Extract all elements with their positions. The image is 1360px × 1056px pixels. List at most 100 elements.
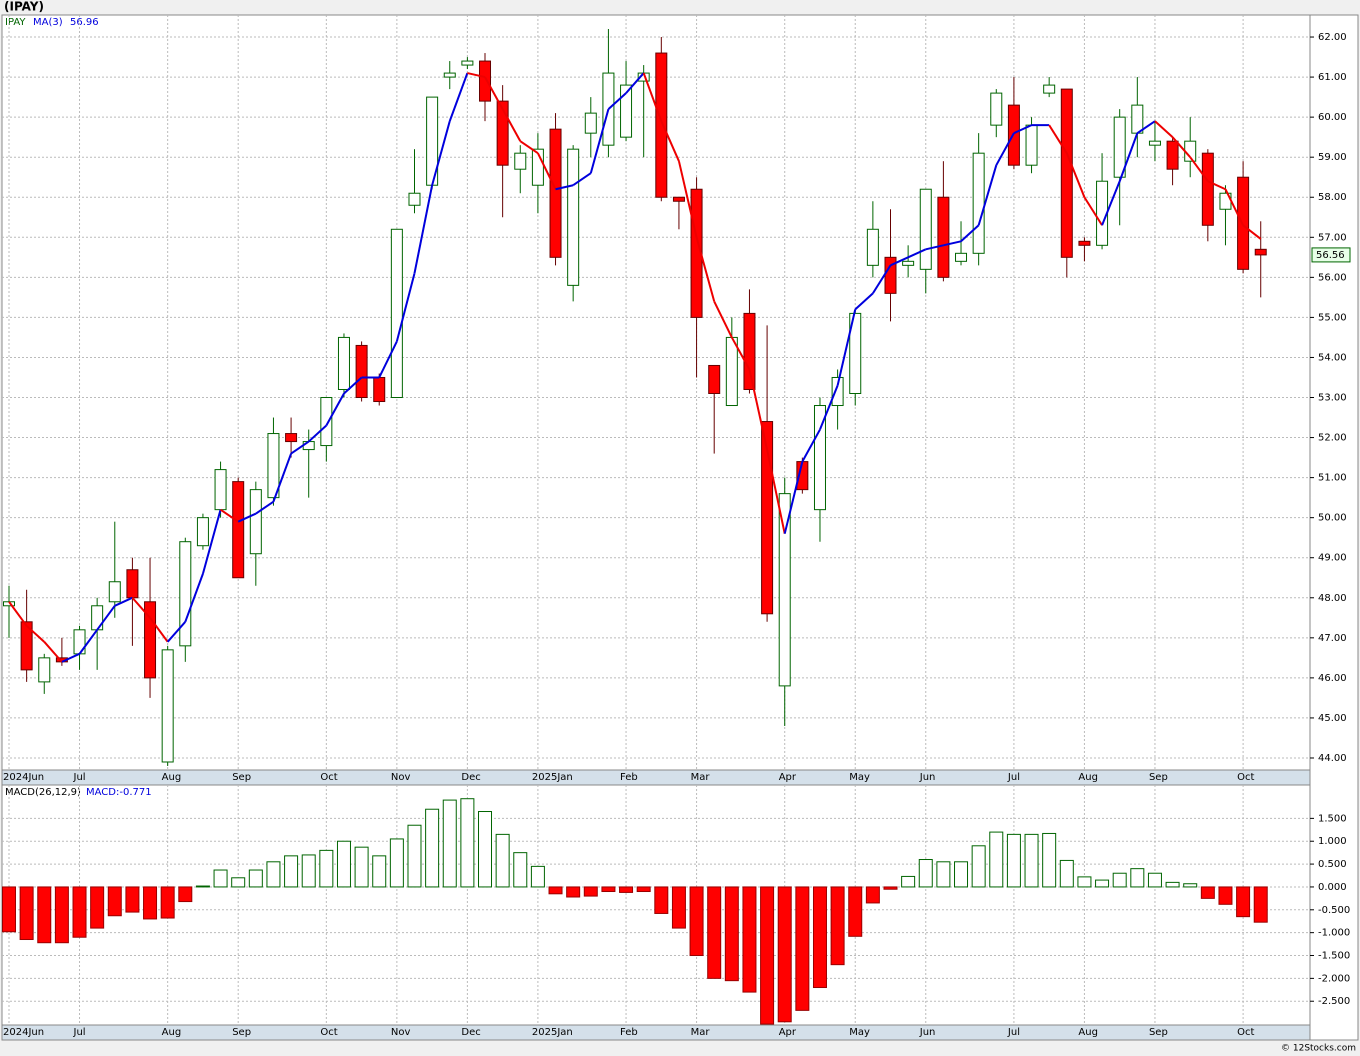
macd-bar (1059, 859, 1074, 888)
macd-bar (442, 799, 457, 888)
footer: © 12Stocks.com (1281, 1044, 1356, 1054)
macd-bar (195, 885, 210, 888)
ma-segment (395, 273, 416, 342)
x-tick-label: Dec (461, 772, 480, 783)
x-tick-label: Jul (1007, 772, 1020, 783)
y-tick-label: -1.000 (1318, 928, 1350, 939)
candle-body (831, 376, 844, 407)
x-tick-label: Sep (232, 772, 251, 783)
y-axis-area (1309, 14, 1359, 1041)
y-tick-label: 1.000 (1318, 836, 1347, 847)
ma-segment (819, 385, 839, 430)
ma-segment (96, 605, 116, 631)
macd-bar (478, 811, 493, 888)
candle-body (479, 60, 492, 102)
x-axis-strip (1, 1024, 1311, 1041)
macd-bar (865, 886, 880, 904)
macd-bar (19, 886, 34, 941)
candle-body (20, 621, 33, 671)
macd-bar (284, 855, 299, 888)
y-tick-label: 52.00 (1318, 433, 1347, 444)
ma-segment (378, 340, 398, 378)
ma-segment (836, 309, 857, 386)
ma-segment (8, 601, 28, 627)
ma-segment (1101, 180, 1121, 226)
ma-segment (890, 256, 909, 267)
x-tick-label: Aug (1078, 1027, 1098, 1038)
y-tick-label: 46.00 (1318, 673, 1347, 684)
x-tick-label: Mar (691, 772, 711, 783)
candle-body (1043, 84, 1056, 94)
ma-segment (1242, 224, 1262, 240)
x-tick-label: Apr (779, 772, 797, 783)
ma-segment (907, 248, 927, 259)
ma-segment (431, 120, 451, 186)
ma-segment (237, 512, 257, 523)
macd-bar (160, 886, 175, 919)
legend-value: MACD:-0.771 (86, 787, 152, 798)
ma-segment (660, 120, 680, 162)
candle-body (267, 433, 280, 499)
x-tick-label: Dec (461, 1027, 480, 1038)
macd-bar (460, 798, 475, 888)
macd-bar (495, 833, 510, 888)
macd-bar (954, 861, 969, 888)
x-tick-label: Oct (320, 772, 337, 783)
macd-bar (354, 846, 369, 888)
candle-body (355, 344, 368, 399)
x-tick-label: Apr (779, 1027, 797, 1038)
x-tick-label: Jun (919, 1027, 936, 1038)
x-tick-label: Sep (232, 1027, 251, 1038)
y-tick-label: 60.00 (1318, 112, 1347, 123)
ma-segment (325, 393, 345, 427)
y-tick-label: 51.00 (1318, 473, 1347, 484)
macd-bar (812, 886, 827, 989)
macd-bar (407, 824, 422, 888)
macd-bar (830, 886, 845, 966)
y-tick-label: 54.00 (1318, 352, 1347, 363)
macd-bar (936, 861, 951, 888)
candle-body (496, 100, 509, 166)
x-tick-label: Sep (1149, 772, 1168, 783)
ma-segment (25, 625, 45, 643)
candle-body (1166, 140, 1179, 170)
ma-segment (572, 172, 592, 187)
ma-segment (308, 424, 328, 443)
candle-body (249, 489, 262, 555)
candle-body (390, 228, 403, 399)
macd-bar (1077, 876, 1092, 888)
ma-segment (343, 376, 363, 395)
macd-bar (601, 886, 616, 893)
ma-segment (484, 76, 504, 110)
candle-body (38, 657, 51, 683)
ma-segment (61, 652, 80, 663)
ma-segment (519, 140, 539, 155)
candle-body (408, 192, 421, 206)
macd-bar (883, 886, 898, 890)
candle-body (1201, 152, 1214, 226)
x-tick-label: Aug (1078, 772, 1098, 783)
macd-bar (2, 886, 16, 933)
candle-body (813, 405, 826, 511)
macd-bar (389, 838, 404, 888)
ma-segment (43, 641, 63, 663)
ma-segment (642, 72, 663, 122)
candle-body (214, 469, 227, 511)
macd-bar (1042, 832, 1057, 888)
candle-body (373, 376, 386, 403)
y-tick-label: 57.00 (1318, 232, 1347, 243)
macd-bar (1147, 872, 1162, 888)
candle-body (161, 649, 174, 763)
ma-segment (1136, 120, 1156, 134)
candle-body (690, 188, 703, 318)
macd-bar (724, 886, 739, 982)
candle-body (1113, 116, 1126, 178)
macd-bar (213, 869, 228, 888)
y-tick-label: 49.00 (1318, 553, 1347, 564)
ma-segment (960, 224, 980, 243)
macd-bar (777, 886, 792, 1023)
x-tick-label: May (849, 1027, 870, 1038)
candle-body (620, 84, 633, 138)
chart-title: (IPAY) (4, 0, 44, 14)
macd-bar (125, 886, 140, 913)
